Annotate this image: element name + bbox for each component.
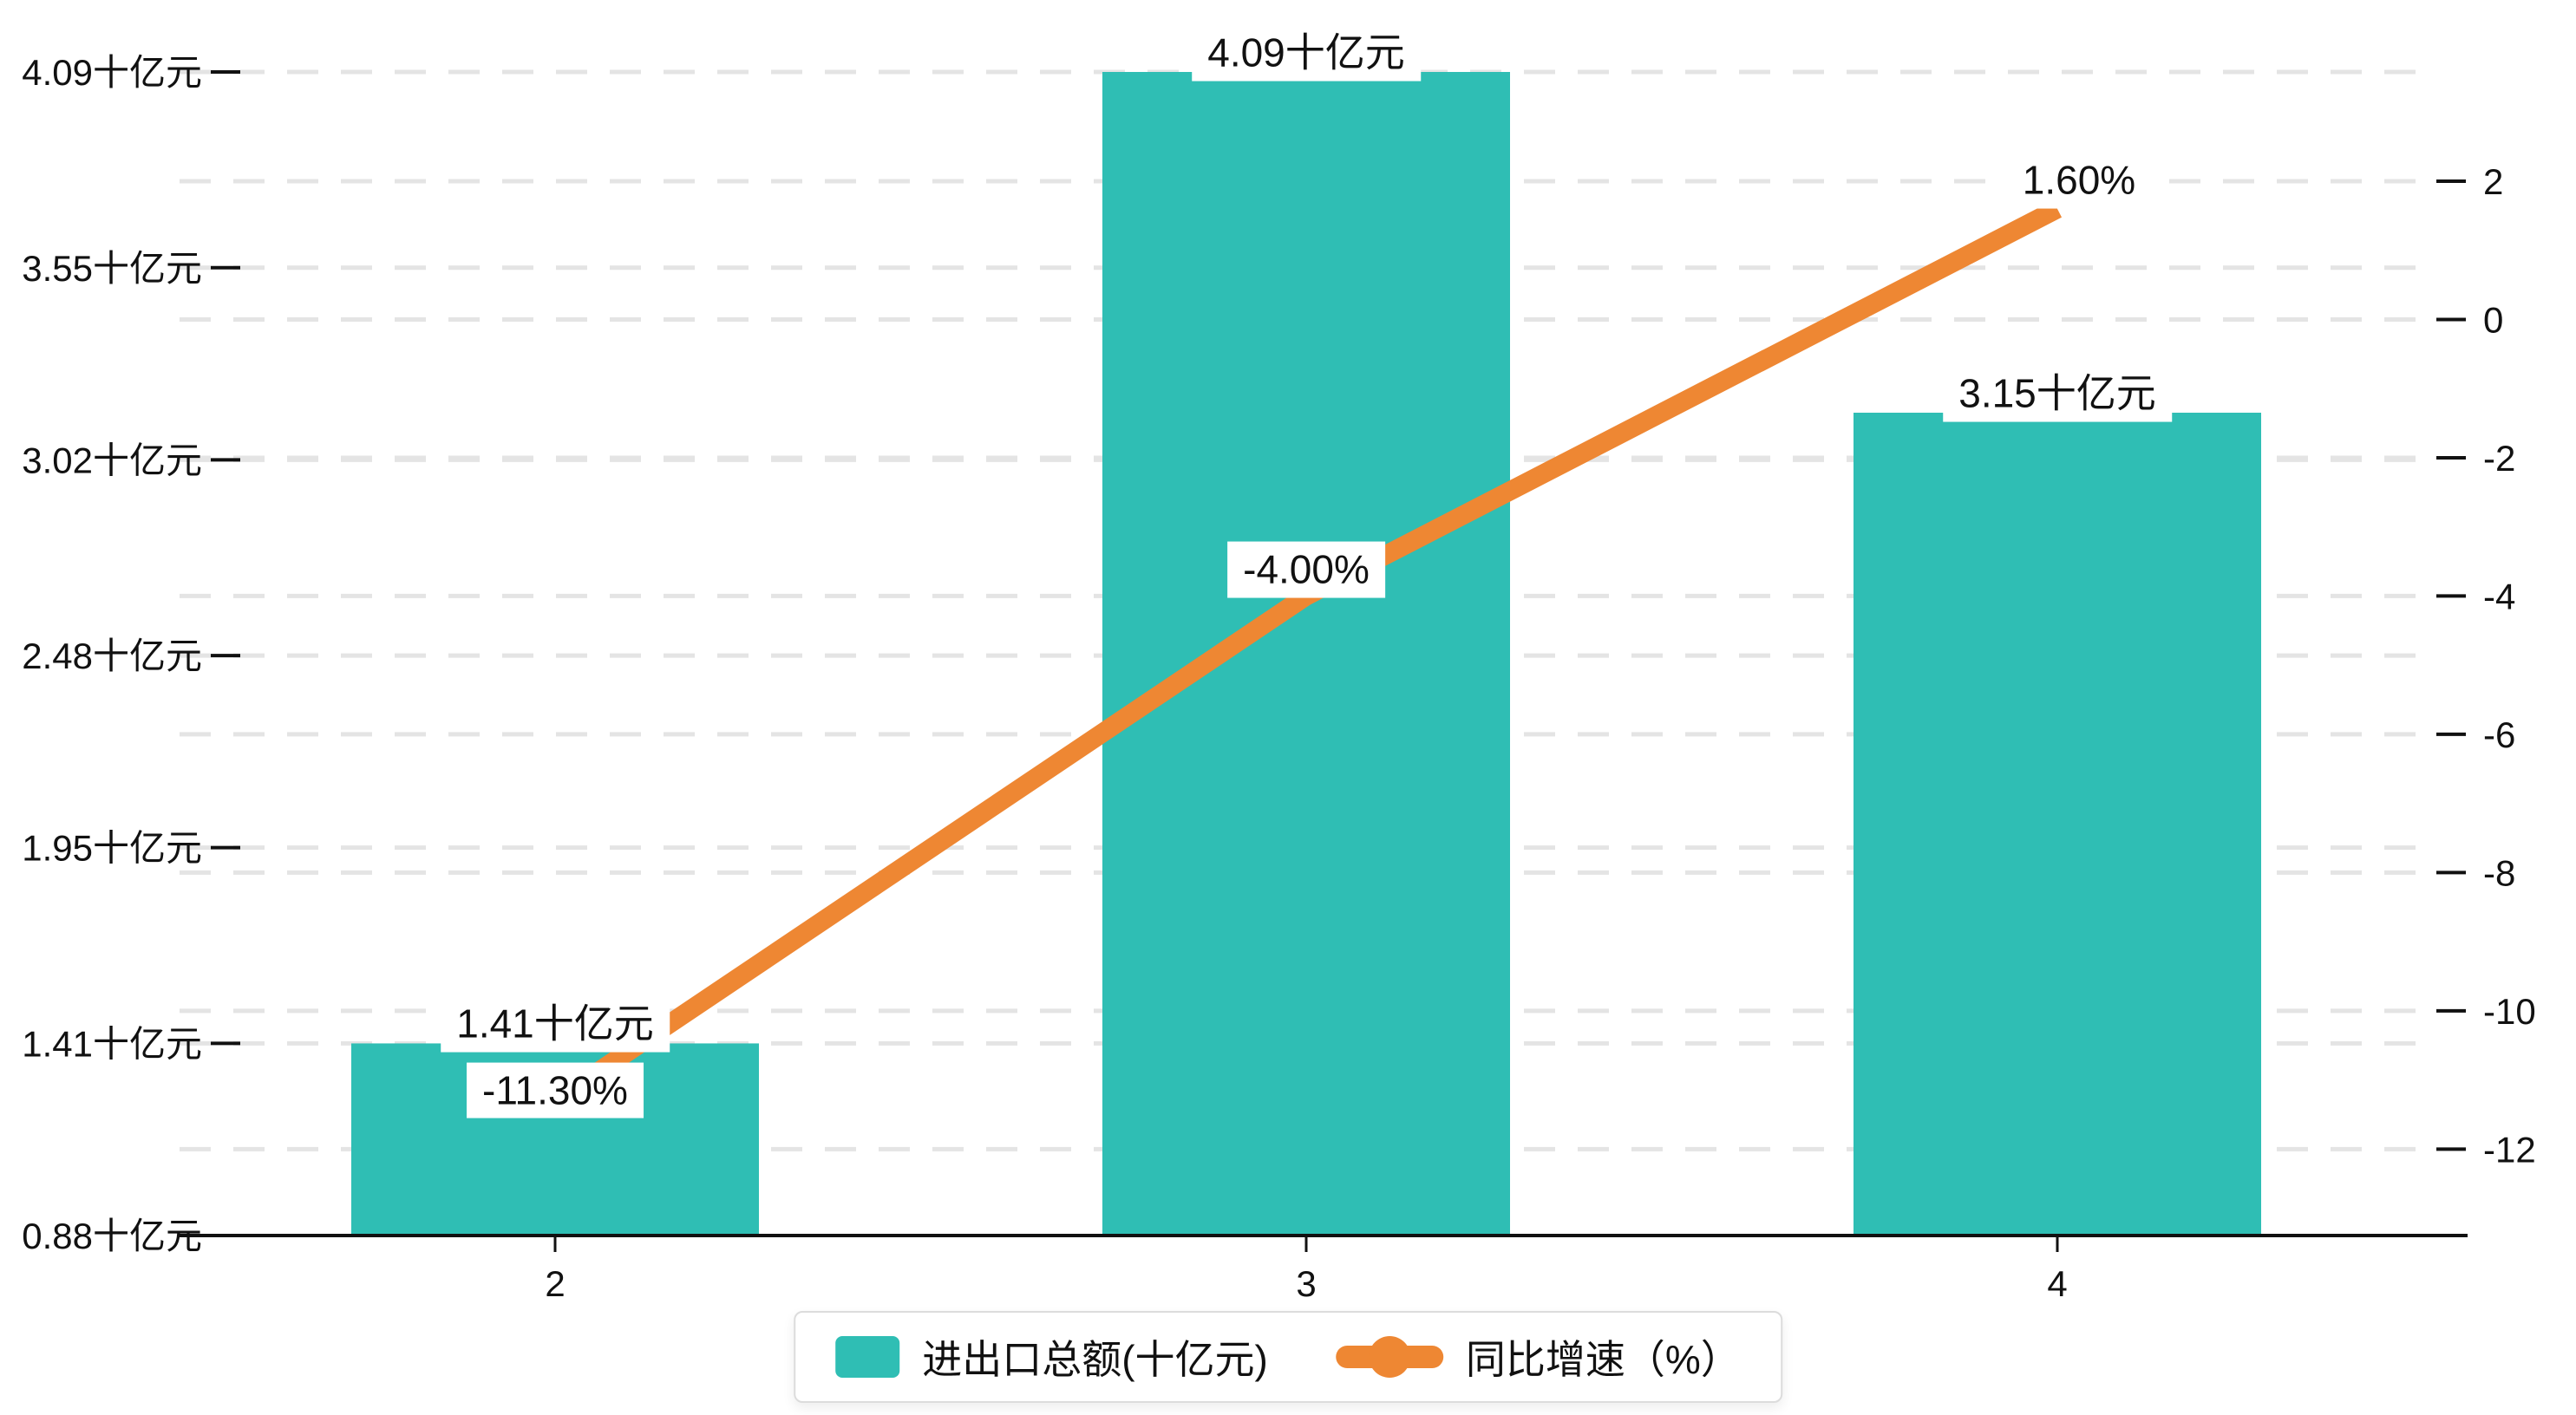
left-axis-label-6: 4.09十亿元 [22,52,202,93]
bar-series-swatch-icon [835,1336,900,1378]
legend-item-bar-series[interactable]: 进出口总额(十亿元) [835,1328,1268,1386]
right-axis-label-4: -6 [2483,714,2515,755]
right-axis-label-2: -2 [2483,438,2515,479]
legend-bar-series-label: 进出口总额(十亿元) [922,1337,1268,1382]
x-axis-label-2: 2 [545,1263,565,1304]
left-axis-label-0: 0.88十亿元 [22,1216,202,1256]
legend: 进出口总额(十亿元) 同比增速（%） [794,1311,1782,1403]
right-axis-label-3: -4 [2483,576,2515,616]
right-axis-label-5: -8 [2483,852,2515,893]
left-axis-label-5: 3.55十亿元 [22,248,202,289]
bar-month-2[interactable] [351,1043,759,1236]
legend-item-line-series[interactable]: 同比增速（%） [1335,1328,1741,1386]
x-axis-label-3: 3 [1296,1263,1316,1304]
left-axis-label-1: 1.41十亿元 [22,1023,202,1064]
line-series-marker-icon [1335,1336,1443,1378]
bar-month-3[interactable] [1102,72,1510,1236]
left-axis-label-3: 2.48十亿元 [22,636,202,676]
right-axis-label-6: -10 [2483,991,2536,1032]
x-axis-label-4: 4 [2047,1263,2067,1304]
right-axis-label-1: 0 [2483,299,2503,340]
right-axis-label-0: 2 [2483,161,2503,202]
line-series-dot-icon [1368,1336,1410,1378]
left-axis-label-4: 3.02十亿元 [22,440,202,480]
right-axis-label-7: -12 [2483,1129,2536,1170]
bar-month-4[interactable] [1854,412,2261,1236]
left-axis-label-2: 1.95十亿元 [22,828,202,869]
legend-line-series-label: 同比增速（%） [1465,1337,1741,1382]
